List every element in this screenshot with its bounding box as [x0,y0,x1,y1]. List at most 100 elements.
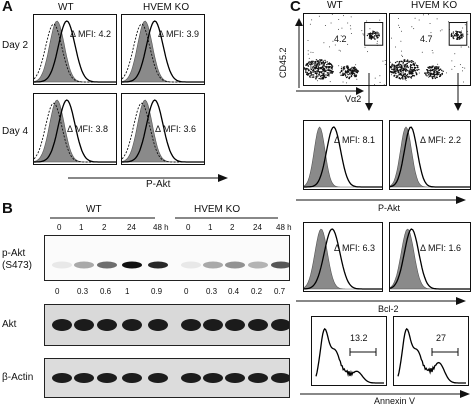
cell-dot [322,66,324,69]
gate-percentage: 4.7 [420,34,433,44]
cell-dot [310,66,312,68]
cell-dot [431,66,433,68]
cell-dot [307,65,309,67]
cell-dot [408,70,410,72]
blot-band [248,319,268,331]
blot-band [203,319,223,331]
cell-dot [442,70,444,73]
cell-dot [310,68,312,70]
gate-box [448,22,468,46]
cell-dot [409,76,412,78]
cell-dot [354,70,356,72]
cell-dot [401,68,403,70]
blot-band [148,373,168,383]
cell-dot [453,35,456,37]
cell-dot [415,71,417,74]
cell-dot [307,50,309,52]
cell-dot [398,26,400,28]
cell-dot [414,62,416,64]
cell-dot [408,76,410,78]
cell-dot [407,76,409,79]
cell-dot [433,74,436,77]
cell-dot [354,73,356,75]
cell-dot [355,75,357,78]
annexin-gate [431,348,459,356]
cell-dot [323,67,325,70]
cell-dot [346,72,349,74]
cell-dot [308,63,311,65]
cell-dot [318,62,320,65]
cell-dot [310,74,312,77]
cell-dot [306,68,309,70]
cell-dot [348,69,350,71]
cell-dot [398,61,400,63]
panel-b-group-wt: WT [86,204,102,215]
sample-histogram [304,228,382,290]
cell-dot [312,51,314,53]
cell-dot [400,60,402,63]
cell-dot [393,65,396,67]
cell-dot [323,68,326,71]
cell-dot [376,32,378,35]
cell-dot [410,69,413,71]
cell-dot [393,71,395,73]
cell-dot [432,73,434,76]
panel-a-axis-arrow [68,174,228,182]
cell-dot [320,67,322,69]
cell-dot [373,35,376,37]
mfi-label: Δ MFI: 6.3 [334,243,376,253]
cell-dot [458,31,460,33]
cell-dot [453,32,455,34]
cell-dot [332,71,334,73]
cell-dot [370,34,372,36]
cell-dot [328,66,331,69]
cell-dot [412,61,415,63]
cell-dot [322,64,325,66]
cell-dot [435,76,437,78]
cell-dot [331,14,333,15]
blot-band [225,373,245,383]
cell-dot [438,72,441,74]
cell-dot [317,75,319,77]
cell-dot [376,40,378,42]
cell-dot [403,67,405,69]
cell-dot [369,32,372,34]
cell-dot [305,71,307,74]
dot-y-label: CD45.2 [278,47,288,78]
cell-dot [345,71,347,73]
cell-dot [466,20,468,22]
cell-dot [425,72,427,74]
cell-dot [350,28,352,30]
cell-dot [350,70,353,72]
cell-dot [428,72,430,74]
cell-dot [398,77,400,79]
cell-dot [463,81,465,83]
cell-dot [323,63,326,65]
panel-c-col-wt: WT [327,0,343,11]
cell-dot [403,59,405,61]
cell-dot [422,14,424,16]
panel-a-row-day2: Day 2 [2,40,29,51]
cell-dot [428,77,430,79]
cell-dot [379,19,381,21]
cell-dot [353,74,356,77]
blot-band [74,319,94,331]
isotype-histogram [304,228,382,290]
cell-dot [405,80,407,82]
cell-dot [395,72,397,75]
sample-histogram [304,126,382,188]
cell-dot [327,73,330,76]
cell-dot [310,51,312,53]
cell-dot [405,60,408,62]
cell-dot [431,77,434,80]
cell-dot [447,21,449,23]
panel-a-row-day4: Day 4 [2,126,29,137]
cell-dot [315,67,318,69]
cell-dot [407,69,409,72]
mfi-label: Δ MFI: 8.1 [334,135,376,145]
quantification-value: 0.3 [206,287,218,296]
cell-dot [356,69,358,71]
cell-dot [346,66,348,69]
cell-dot [377,32,379,34]
cell-dot [372,30,374,32]
